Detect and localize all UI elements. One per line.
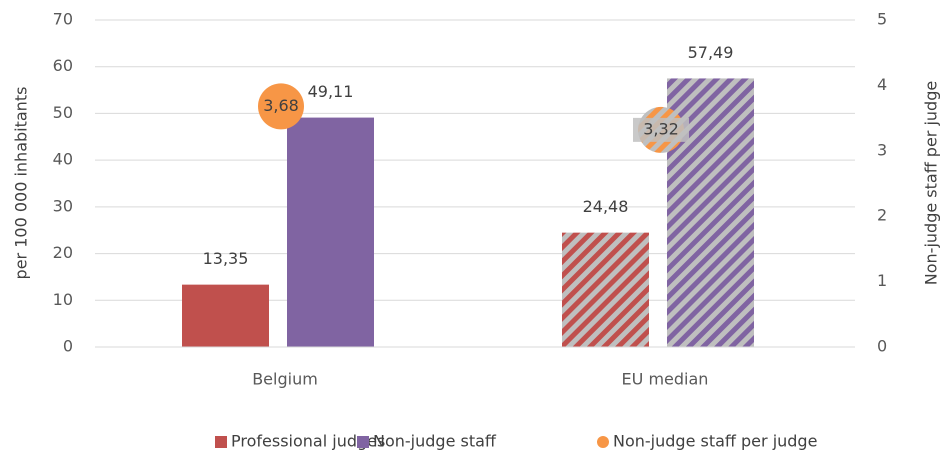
- y-tick-label: 70: [53, 10, 73, 29]
- y2-tick-label: 5: [877, 10, 887, 29]
- y-tick-label: 40: [53, 150, 73, 169]
- y-axis-label: per 100 000 inhabitants: [12, 87, 31, 280]
- y-tick-label: 0: [63, 337, 73, 356]
- y-tick-label: 50: [53, 103, 73, 122]
- data-label: 24,48: [583, 197, 629, 216]
- data-label: 3,32: [643, 119, 679, 138]
- marker: [258, 83, 304, 130]
- y2-tick-label: 1: [877, 271, 887, 290]
- legend-marker: [215, 436, 227, 448]
- legend-marker: [357, 436, 369, 448]
- data-label: 13,35: [203, 249, 249, 268]
- y-tick-label: 30: [53, 196, 73, 215]
- y-tick-label: 10: [53, 290, 73, 309]
- y2-axis-label: Non-judge staff per judge: [922, 81, 941, 285]
- y2-tick-label: 2: [877, 206, 887, 225]
- bar: [562, 232, 649, 347]
- x-tick-label: EU median: [622, 370, 709, 389]
- y2-tick-label: 0: [877, 337, 887, 356]
- legend-label: Non-judge staff per judge: [613, 432, 817, 451]
- legend-label: Non-judge staff: [373, 432, 497, 451]
- x-tick-label: Belgium: [252, 370, 318, 389]
- data-label: 49,11: [308, 82, 354, 101]
- bar: [182, 284, 269, 347]
- y2-tick-label: 4: [877, 75, 887, 94]
- legend-label: Professional judges: [231, 432, 385, 451]
- data-label: 3,68: [263, 96, 299, 115]
- bar: [287, 117, 374, 347]
- y2-tick-label: 3: [877, 140, 887, 159]
- legend-marker: [597, 436, 609, 448]
- y-tick-label: 20: [53, 243, 73, 262]
- label-bg: [633, 117, 689, 142]
- data-label: 57,49: [688, 43, 734, 62]
- y-tick-label: 60: [53, 56, 73, 75]
